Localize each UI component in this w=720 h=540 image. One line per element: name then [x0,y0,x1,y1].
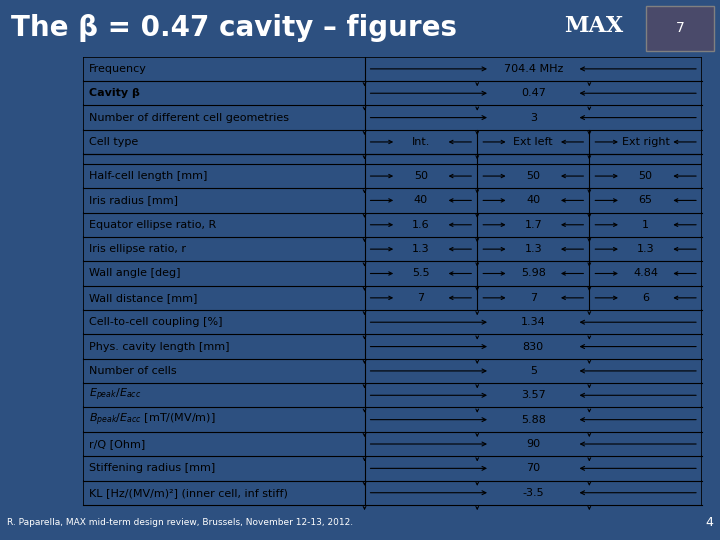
Text: Half-cell length [mm]: Half-cell length [mm] [89,171,207,181]
Text: 4.84: 4.84 [633,268,658,279]
Text: R. Paparella, MAX mid-term design review, Brussels, November 12-13, 2012.: R. Paparella, MAX mid-term design review… [7,518,354,527]
Text: 7: 7 [530,293,537,303]
Text: Int.: Int. [412,137,430,147]
Text: 4: 4 [705,516,713,529]
Text: 1.34: 1.34 [521,317,546,327]
Text: MAX: MAX [564,15,624,37]
Text: Wall distance [mm]: Wall distance [mm] [89,293,197,303]
Text: 50: 50 [639,171,652,181]
Text: -3.5: -3.5 [523,488,544,498]
Text: 5.5: 5.5 [412,268,430,279]
Text: The β = 0.47 cavity – figures: The β = 0.47 cavity – figures [11,15,456,42]
Text: KL [Hz/(MV/m)²] (inner cell, inf stiff): KL [Hz/(MV/m)²] (inner cell, inf stiff) [89,488,288,498]
Text: Phys. cavity length [mm]: Phys. cavity length [mm] [89,342,230,352]
Text: 7: 7 [676,22,685,35]
Text: 7: 7 [418,293,425,303]
Text: 1.3: 1.3 [524,244,542,254]
Text: Frequency: Frequency [89,64,147,74]
Text: 40: 40 [526,195,540,205]
Text: 830: 830 [523,342,544,352]
Text: 5: 5 [530,366,537,376]
Text: Ext right: Ext right [621,137,670,147]
Text: 1.3: 1.3 [412,244,430,254]
Text: 40: 40 [414,195,428,205]
Text: Iris ellipse ratio, r: Iris ellipse ratio, r [89,244,186,254]
Text: 1.6: 1.6 [412,220,430,230]
Text: 1: 1 [642,220,649,230]
Text: Stiffening radius [mm]: Stiffening radius [mm] [89,463,215,474]
Text: 5.88: 5.88 [521,415,546,424]
Text: Cell-to-cell coupling [%]: Cell-to-cell coupling [%] [89,317,222,327]
Text: Wall angle [deg]: Wall angle [deg] [89,268,181,279]
Text: 50: 50 [526,171,540,181]
Text: Number of cells: Number of cells [89,366,176,376]
Text: 1.7: 1.7 [524,220,542,230]
Text: 1.3: 1.3 [637,244,654,254]
Text: Equator ellipse ratio, R: Equator ellipse ratio, R [89,220,216,230]
Text: r/Q [Ohm]: r/Q [Ohm] [89,439,145,449]
Text: Cavity β: Cavity β [89,88,140,98]
FancyBboxPatch shape [646,5,714,51]
Text: 70: 70 [526,463,540,474]
Text: 0.47: 0.47 [521,88,546,98]
Text: 3: 3 [530,113,537,123]
Text: 50: 50 [414,171,428,181]
Text: 704.4 MHz: 704.4 MHz [503,64,563,74]
Text: 3.57: 3.57 [521,390,546,400]
Text: Cell type: Cell type [89,137,138,147]
Text: $B_{peak}/E_{acc}$ [mT/(MV/m)]: $B_{peak}/E_{acc}$ [mT/(MV/m)] [89,411,215,428]
Text: Iris radius [mm]: Iris radius [mm] [89,195,178,205]
Text: Ext left: Ext left [513,137,553,147]
Text: 90: 90 [526,439,540,449]
Text: 5.98: 5.98 [521,268,546,279]
Text: $E_{peak}/E_{acc}$: $E_{peak}/E_{acc}$ [89,387,141,403]
Text: 65: 65 [639,195,652,205]
Text: Number of different cell geometries: Number of different cell geometries [89,113,289,123]
Text: 6: 6 [642,293,649,303]
